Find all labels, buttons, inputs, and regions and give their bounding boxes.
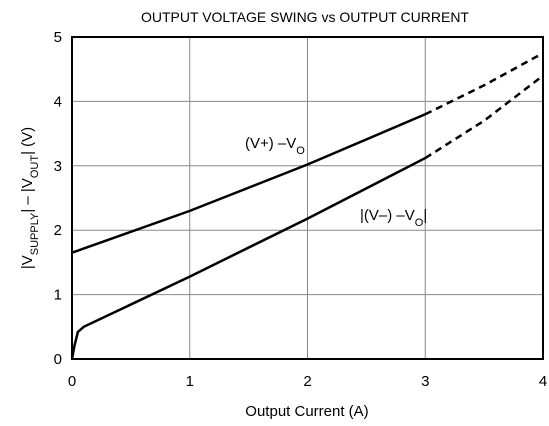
annotation-part: O [296,145,305,157]
annotation: (V+) –VO [245,135,305,157]
x-axis-label: Output Current (A) [245,403,368,420]
x-tick-label: 1 [186,373,194,390]
series-line [71,113,426,254]
annotation-part: | [423,207,427,224]
series-line [424,74,544,160]
plot-frame [71,36,544,360]
x-tick-label: 0 [68,373,76,390]
y-axis-label-part: | – |V [19,178,36,212]
annotation-part: (V+) –V [245,135,296,152]
series-line [424,52,544,116]
y-axis-label-part: |V [19,255,36,269]
y-axis-label: |VSUPPLY| – |VOUT| (V) [19,127,41,269]
y-axis-label-part: SUPPLY [29,212,41,255]
y-axis-label-part: | (V) [19,127,36,155]
annotation: |(V–) –VO| [360,207,427,229]
annotation-part: O [415,217,424,229]
x-tick-label: 3 [421,373,429,390]
x-tick-label: 4 [539,373,547,390]
series-line [70,156,426,360]
y-tick-label: 0 [54,351,62,368]
x-tick-label: 2 [303,373,311,390]
y-tick-label: 2 [54,222,62,239]
y-tick-label: 3 [54,158,62,175]
annotation-part: |(V–) –V [360,207,415,224]
y-tick-label: 1 [54,287,62,304]
y-axis-label-part: OUT [29,155,41,179]
y-tick-label: 4 [54,93,62,110]
y-tick-label: 5 [54,29,62,46]
chart-title: OUTPUT VOLTAGE SWING vs OUTPUT CURRENT [141,9,469,25]
